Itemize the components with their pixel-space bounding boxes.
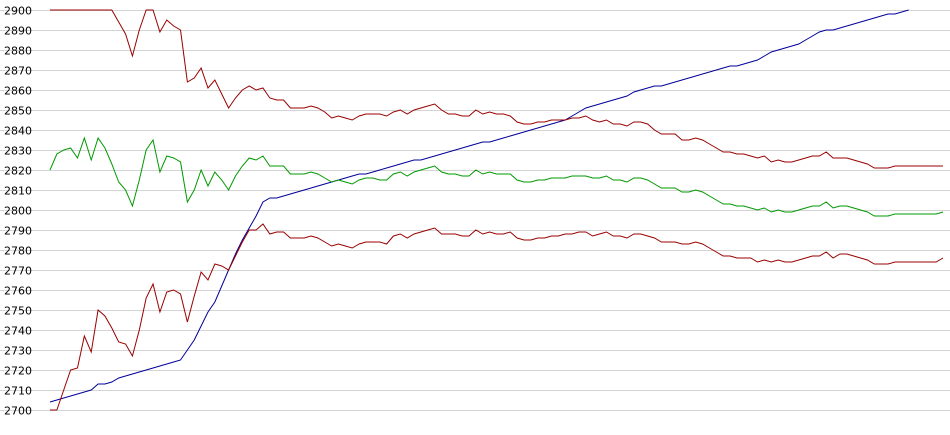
series-line-4 xyxy=(50,223,944,411)
y-tick-label: 2780 xyxy=(4,245,32,258)
y-tick-label: 2880 xyxy=(4,45,32,58)
grid xyxy=(0,10,950,411)
y-axis-ticks: 2900 2890 2880 2870 2860 2850 2840 2830 2820 2810… xyxy=(4,5,32,418)
y-tick-label: 2820 xyxy=(4,165,32,178)
y-tick-label: 2750 xyxy=(4,305,32,318)
y-tick-label: 2850 xyxy=(4,105,32,118)
y-tick-label: 2840 xyxy=(4,125,32,138)
y-tick-label: 2870 xyxy=(4,65,32,78)
y-tick-label: 2890 xyxy=(4,25,32,38)
y-tick-label: 2770 xyxy=(4,265,32,278)
series-line-2 xyxy=(50,9,943,169)
y-tick-label: 2730 xyxy=(4,345,32,358)
y-tick-label: 2740 xyxy=(4,325,32,338)
y-tick-label: 2760 xyxy=(4,285,32,298)
series-layer xyxy=(49,9,944,411)
y-tick-label: 2860 xyxy=(4,85,32,98)
y-tick-label: 2830 xyxy=(4,145,32,158)
series-line-1 xyxy=(49,9,909,403)
y-tick-label: 2790 xyxy=(4,225,32,238)
y-tick-label: 2810 xyxy=(4,185,32,198)
y-tick-label: 2900 xyxy=(4,5,32,18)
y-tick-label: 2710 xyxy=(4,385,32,398)
y-tick-label: 2700 xyxy=(4,405,32,418)
y-tick-label: 2720 xyxy=(4,365,32,378)
series-line-3 xyxy=(49,136,944,217)
y-tick-label: 2800 xyxy=(4,205,32,218)
